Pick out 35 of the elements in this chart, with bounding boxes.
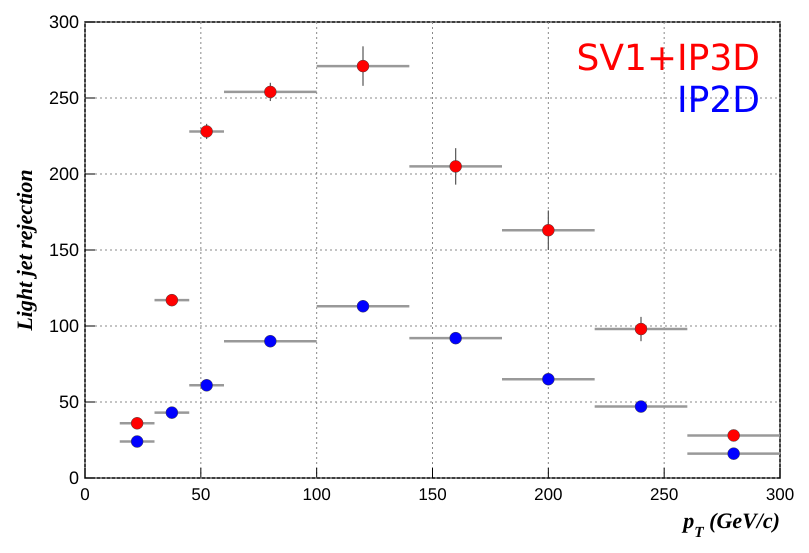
y-tick-label: 50	[58, 392, 79, 412]
point	[449, 332, 462, 344]
point	[166, 406, 178, 419]
y-tick-label: 300	[48, 12, 79, 32]
point	[356, 60, 370, 72]
point	[130, 435, 144, 448]
point	[200, 125, 213, 138]
point	[727, 447, 740, 460]
point	[130, 417, 144, 430]
text: SV1+IP3D	[576, 38, 760, 79]
text: IP2D	[677, 80, 760, 121]
point	[634, 400, 648, 413]
point	[542, 224, 555, 236]
point	[356, 300, 370, 312]
point	[449, 160, 462, 173]
x-tick-label: 200	[534, 485, 563, 504]
y-axis-title: Light jet rejection	[12, 169, 37, 332]
y-tick-label: 0	[68, 468, 79, 488]
y-tick-label: 250	[48, 88, 79, 108]
point	[264, 86, 277, 98]
point	[166, 294, 178, 306]
y-tick-label: 200	[48, 164, 79, 184]
x-tick-label: 300	[766, 485, 794, 504]
point	[727, 429, 740, 442]
y-tick-label: 100	[48, 316, 79, 336]
x-tick-label: 50	[191, 485, 210, 504]
y-tick-label: 150	[48, 240, 79, 260]
point	[264, 334, 277, 348]
x-tick-label: 100	[302, 485, 331, 504]
point	[200, 379, 213, 392]
x-axis-title: p$_{T}$ (GeV/c)	[681, 508, 780, 540]
x-tick-label: 150	[418, 485, 447, 504]
x-tick-label: 250	[650, 485, 678, 504]
point	[634, 322, 648, 336]
point	[542, 372, 555, 386]
